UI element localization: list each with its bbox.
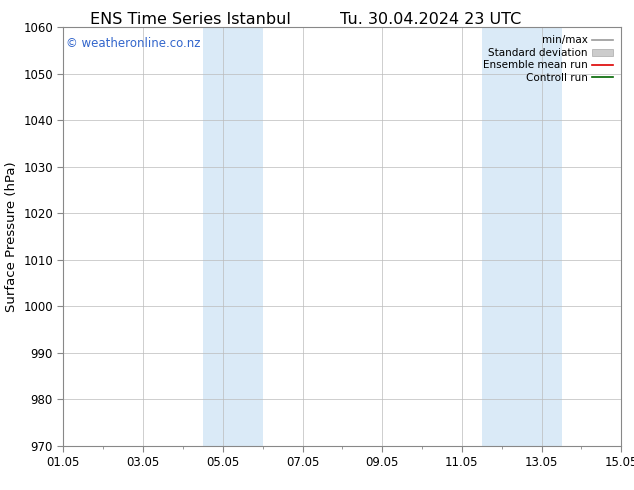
Bar bbox=[482, 27, 562, 446]
Bar bbox=[203, 27, 262, 446]
Text: © weatheronline.co.nz: © weatheronline.co.nz bbox=[66, 37, 201, 50]
Y-axis label: Surface Pressure (hPa): Surface Pressure (hPa) bbox=[4, 161, 18, 312]
Text: Tu. 30.04.2024 23 UTC: Tu. 30.04.2024 23 UTC bbox=[340, 12, 522, 27]
Legend: min/max, Standard deviation, Ensemble mean run, Controll run: min/max, Standard deviation, Ensemble me… bbox=[480, 32, 616, 86]
Text: ENS Time Series Istanbul: ENS Time Series Istanbul bbox=[90, 12, 290, 27]
